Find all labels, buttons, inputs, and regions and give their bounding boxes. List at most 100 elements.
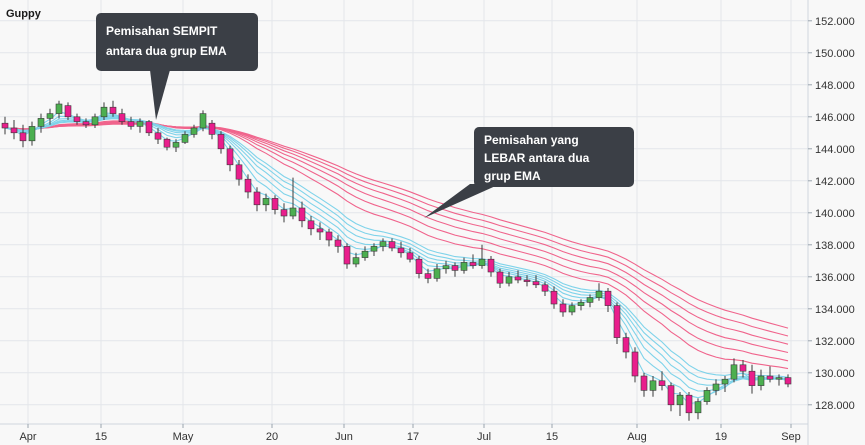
candle [271,195,279,215]
candle [415,256,423,279]
candle [334,235,342,253]
candle [469,254,477,269]
candle-body-bear [145,121,153,134]
candle [280,203,288,223]
candle [361,246,369,261]
candle [667,382,675,412]
candle [514,270,522,284]
candle-body-bear [226,148,234,166]
candle-body-bear [613,305,621,338]
y-tick-label: 138.000 [815,240,855,252]
candle [73,113,81,125]
candle-body-bear [469,262,477,266]
candle-body-bull [199,113,207,129]
candle [181,131,189,144]
candle-body-bear [109,106,117,114]
candle [136,118,144,133]
candle [721,376,729,392]
candle-body-bull [442,265,450,270]
candle [406,248,414,263]
candle-body-bear [154,132,162,140]
candle-body-bear [424,273,432,279]
candle [460,257,468,274]
candle [253,187,261,212]
candle [550,286,558,309]
candle [505,272,513,287]
callout-wide-pointer [424,184,500,218]
candle [766,366,774,383]
grid [0,0,808,424]
candle [109,100,117,117]
callout-narrow-pointer [150,70,170,120]
candle-body-bear [406,252,414,260]
candle [523,275,531,287]
candle [748,364,756,394]
candle [352,252,360,268]
candle-body-bear [622,337,630,353]
candle-body-bear [667,385,675,406]
candle [775,374,783,386]
candle [235,160,243,186]
candle [640,372,648,397]
x-axis: Apr 15 May 20 Jun 17 Jul 15 Aug 19 Sep [19,424,801,443]
candle [739,360,747,378]
y-tick-label: 152.000 [815,16,855,28]
candle-body-bull [694,401,702,414]
candle-body-bull [361,250,369,258]
y-tick-label: 134.000 [815,304,855,316]
candle [577,299,585,311]
callout-wide: Pemisahan yang LEBAR antara dua grup EMA [424,127,634,218]
callout-wide-line-1: Pemisahan yang [484,133,579,147]
candle-body-bull [172,142,180,148]
candle [154,128,162,144]
candle [370,243,378,256]
candle-body-bear [541,284,549,292]
candle [208,120,216,140]
candle [37,113,45,133]
candle [559,299,567,317]
y-tick-label: 136.000 [815,272,855,284]
candle [262,193,270,212]
x-tick-label: 20 [266,431,278,443]
candle-body-bull [775,377,783,380]
candle-body-bear [748,370,756,386]
x-tick-label: 19 [715,431,727,443]
x-tick-label: 15 [95,431,107,443]
candle [757,369,765,391]
candle [586,294,594,308]
candle [118,108,126,125]
y-tick-label: 146.000 [815,112,855,124]
candle [478,244,486,269]
candle-body-bear [487,258,495,273]
candle [289,177,297,220]
candle [307,216,315,236]
candle [82,118,90,128]
candle [55,100,63,119]
candle [694,398,702,420]
candle-body-bear [397,247,405,254]
candle [631,347,639,383]
x-tick-label: 15 [546,431,558,443]
candle-body-bear [298,207,306,222]
candle-body-bull [100,106,108,118]
candle-body-bear [307,220,315,230]
candle-body-bull [370,246,378,252]
candle-body-bull [46,113,54,119]
y-tick-label: 150.000 [815,48,855,60]
candle-body-bull [55,103,63,114]
candle-body-bull [586,297,594,303]
candle [541,281,549,296]
candle [226,145,234,172]
candle [199,110,207,132]
candle [10,120,18,140]
candle [217,131,225,154]
y-tick-label: 130.000 [815,368,855,380]
candle-body-bull [649,380,657,391]
candle-body-bull [181,134,189,143]
candle-body-bear [550,290,558,305]
x-tick-label: Apr [19,431,36,443]
candle-body-bull [577,302,585,306]
candle-body-bull [352,257,360,265]
x-tick-label: Aug [627,431,647,443]
candle [388,238,396,252]
